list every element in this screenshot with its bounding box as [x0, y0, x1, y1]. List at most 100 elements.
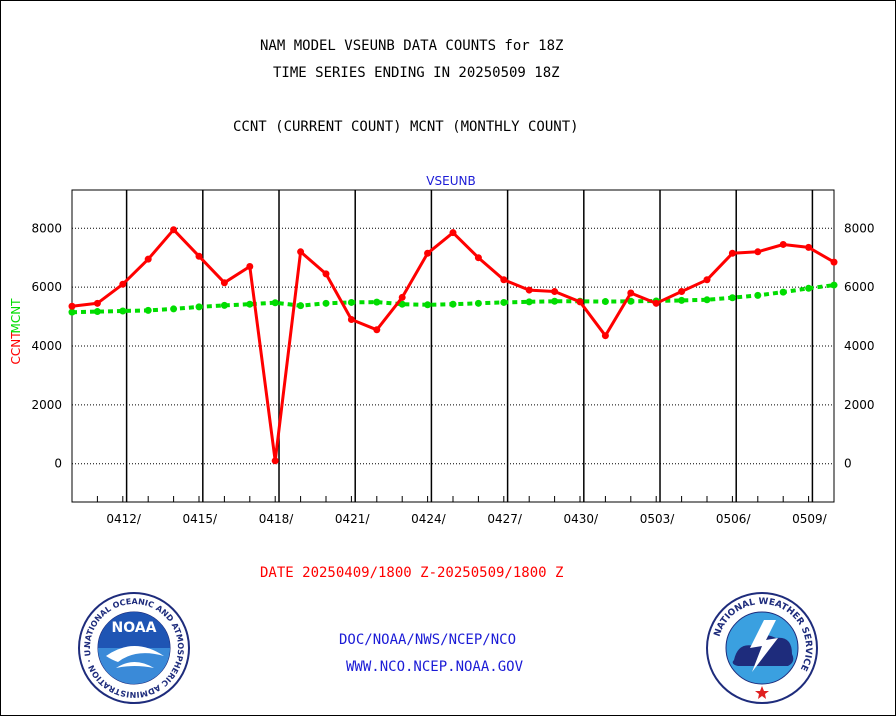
- data-point-mcnt: [754, 291, 762, 299]
- data-point-ccnt: [576, 298, 584, 306]
- data-point-mcnt: [347, 298, 355, 306]
- x-tick-label: 0503/: [640, 512, 676, 526]
- data-point-ccnt: [779, 240, 787, 248]
- data-point-mcnt: [728, 294, 736, 302]
- data-point-mcnt: [627, 297, 635, 305]
- x-tick-label: 0412/: [106, 512, 142, 526]
- data-point-mcnt: [551, 297, 559, 305]
- data-point-mcnt: [830, 281, 838, 289]
- data-point-ccnt: [627, 289, 635, 297]
- org-path-link[interactable]: DOC/NOAA/NWS/NCEP/NCO: [339, 632, 517, 648]
- data-point-ccnt: [119, 280, 127, 288]
- y-axis-label-ccnt: CCNT: [9, 331, 23, 365]
- x-tick-label: 0509/: [792, 512, 828, 526]
- data-point-mcnt: [500, 298, 508, 306]
- data-point-mcnt: [779, 288, 787, 296]
- data-point-mcnt: [322, 299, 330, 307]
- data-point-mcnt: [93, 308, 101, 316]
- data-point-ccnt: [601, 332, 609, 340]
- series-layer: [68, 226, 838, 465]
- y-axis-label-mcnt: MCNT: [9, 298, 23, 334]
- data-point-mcnt: [195, 303, 203, 311]
- y-tick-label-right: 2000: [844, 398, 875, 412]
- data-point-ccnt: [551, 288, 559, 296]
- data-point-ccnt: [297, 248, 305, 256]
- data-point-mcnt: [220, 301, 228, 309]
- data-point-mcnt: [119, 307, 127, 315]
- y-tick-label-right: 0: [844, 457, 852, 471]
- data-point-ccnt: [68, 302, 76, 310]
- data-point-ccnt: [500, 276, 508, 284]
- data-point-mcnt: [373, 298, 381, 306]
- data-point-mcnt: [525, 298, 533, 306]
- station-label: VSEUNB: [426, 174, 475, 188]
- series-line-mcnt: [71, 283, 835, 315]
- chart-title-line3: CCNT (CURRENT COUNT) MCNT (MONTHLY COUNT…: [233, 119, 579, 135]
- data-point-ccnt: [195, 252, 203, 260]
- data-point-ccnt: [246, 263, 254, 271]
- data-point-ccnt: [398, 293, 406, 301]
- nws-logo-icon: NATIONAL WEATHER SERVICE: [706, 592, 818, 704]
- data-point-ccnt: [144, 255, 152, 263]
- grid-layer: [71, 190, 835, 502]
- y-tick-label-right: 6000: [844, 280, 875, 294]
- data-point-ccnt: [373, 326, 381, 334]
- data-point-mcnt: [424, 301, 432, 309]
- data-point-mcnt: [474, 299, 482, 307]
- data-point-ccnt: [271, 457, 279, 465]
- y-tick-label-left: 0: [54, 457, 62, 471]
- data-point-mcnt: [703, 296, 711, 304]
- data-point-mcnt: [144, 306, 152, 314]
- data-point-ccnt: [678, 288, 686, 296]
- data-point-ccnt: [449, 229, 457, 237]
- x-tick-labels: 0412/0415/0418/0421/0424/0427/0430/0503/…: [106, 512, 827, 526]
- y-tick-label-right: 8000: [844, 221, 875, 235]
- data-point-ccnt: [805, 243, 813, 251]
- x-tick-label: 0424/: [411, 512, 447, 526]
- y-tick-label-left: 2000: [31, 398, 62, 412]
- x-tick-label: 0415/: [183, 512, 219, 526]
- x-tick-label: 0506/: [716, 512, 752, 526]
- data-point-ccnt: [220, 279, 228, 287]
- data-point-mcnt: [68, 308, 76, 316]
- data-point-mcnt: [398, 300, 406, 308]
- data-point-mcnt: [297, 302, 305, 310]
- y-tick-labels: 0 0 2000 2000 4000 4000 6000 6000 8000 8000: [31, 221, 874, 470]
- data-point-ccnt: [347, 316, 355, 324]
- y-tick-label-left: 8000: [31, 221, 62, 235]
- data-point-ccnt: [93, 299, 101, 307]
- y-tick-label-right: 4000: [844, 339, 875, 353]
- data-point-mcnt: [678, 296, 686, 304]
- data-point-ccnt: [424, 249, 432, 257]
- data-point-ccnt: [170, 226, 178, 234]
- data-point-ccnt: [728, 249, 736, 257]
- data-point-ccnt: [830, 258, 838, 266]
- data-point-mcnt: [601, 298, 609, 306]
- date-range: DATE 20250409/1800 Z-20250509/1800 Z: [260, 565, 564, 581]
- x-tick-label: 0421/: [335, 512, 371, 526]
- x-tick-label: 0427/: [487, 512, 523, 526]
- data-point-mcnt: [246, 300, 254, 308]
- svg-text:NOAA: NOAA: [112, 620, 157, 636]
- data-point-mcnt: [170, 305, 178, 313]
- y-tick-label-left: 6000: [31, 280, 62, 294]
- chart-title-line2: TIME SERIES ENDING IN 20250509 18Z: [273, 65, 560, 81]
- x-tick-label: 0418/: [259, 512, 295, 526]
- data-point-ccnt: [652, 299, 660, 307]
- data-point-mcnt: [805, 284, 813, 292]
- chart-title-line1: NAM MODEL VSEUNB DATA COUNTS for 18Z: [260, 38, 564, 54]
- website-link[interactable]: WWW.NCO.NCEP.NOAA.GOV: [346, 659, 524, 675]
- data-point-ccnt: [525, 286, 533, 294]
- noaa-logo-icon: NATIONAL OCEANIC AND ATMOSPHERIC ADMINIS…: [76, 590, 190, 704]
- data-point-ccnt: [474, 254, 482, 262]
- data-point-ccnt: [754, 248, 762, 256]
- data-point-ccnt: [703, 276, 711, 284]
- data-point-mcnt: [449, 300, 457, 308]
- x-tick-label: 0430/: [564, 512, 600, 526]
- series-line-ccnt: [71, 228, 835, 463]
- data-point-ccnt: [322, 270, 330, 278]
- y-tick-label-left: 4000: [31, 339, 62, 353]
- data-point-mcnt: [271, 299, 279, 307]
